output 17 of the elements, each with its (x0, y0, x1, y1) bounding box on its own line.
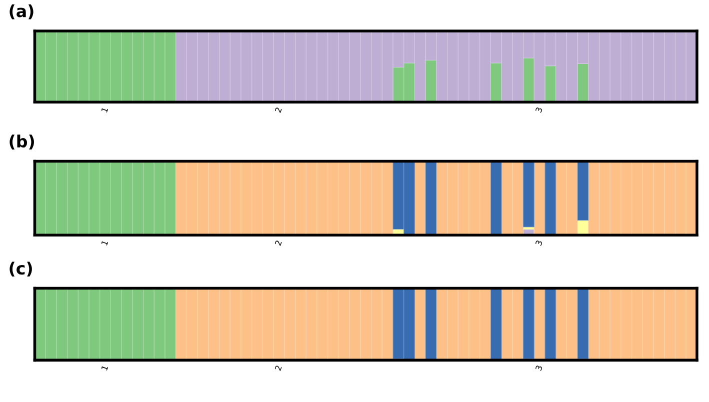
chart-title: (a) (10, 4, 34, 20)
x-tick-label: 1 (101, 365, 108, 371)
x-tick-label: 3 (535, 106, 542, 113)
x-tick-label: 1 (101, 107, 108, 113)
bar (425, 161, 437, 236)
bar (544, 161, 556, 236)
bar (577, 161, 589, 221)
bar (522, 161, 534, 228)
x-tick-label: 2 (274, 365, 282, 371)
x-tick-label: 2 (274, 107, 282, 113)
bar (490, 161, 502, 236)
x-tick-label: 3 (535, 240, 542, 246)
chart-title: (c) (10, 262, 32, 277)
chart-title: (b) (10, 134, 34, 150)
x-tick-label: 2 (274, 240, 282, 246)
x-tick-label: 1 (101, 240, 108, 246)
x-tick-label: 3 (535, 365, 542, 371)
